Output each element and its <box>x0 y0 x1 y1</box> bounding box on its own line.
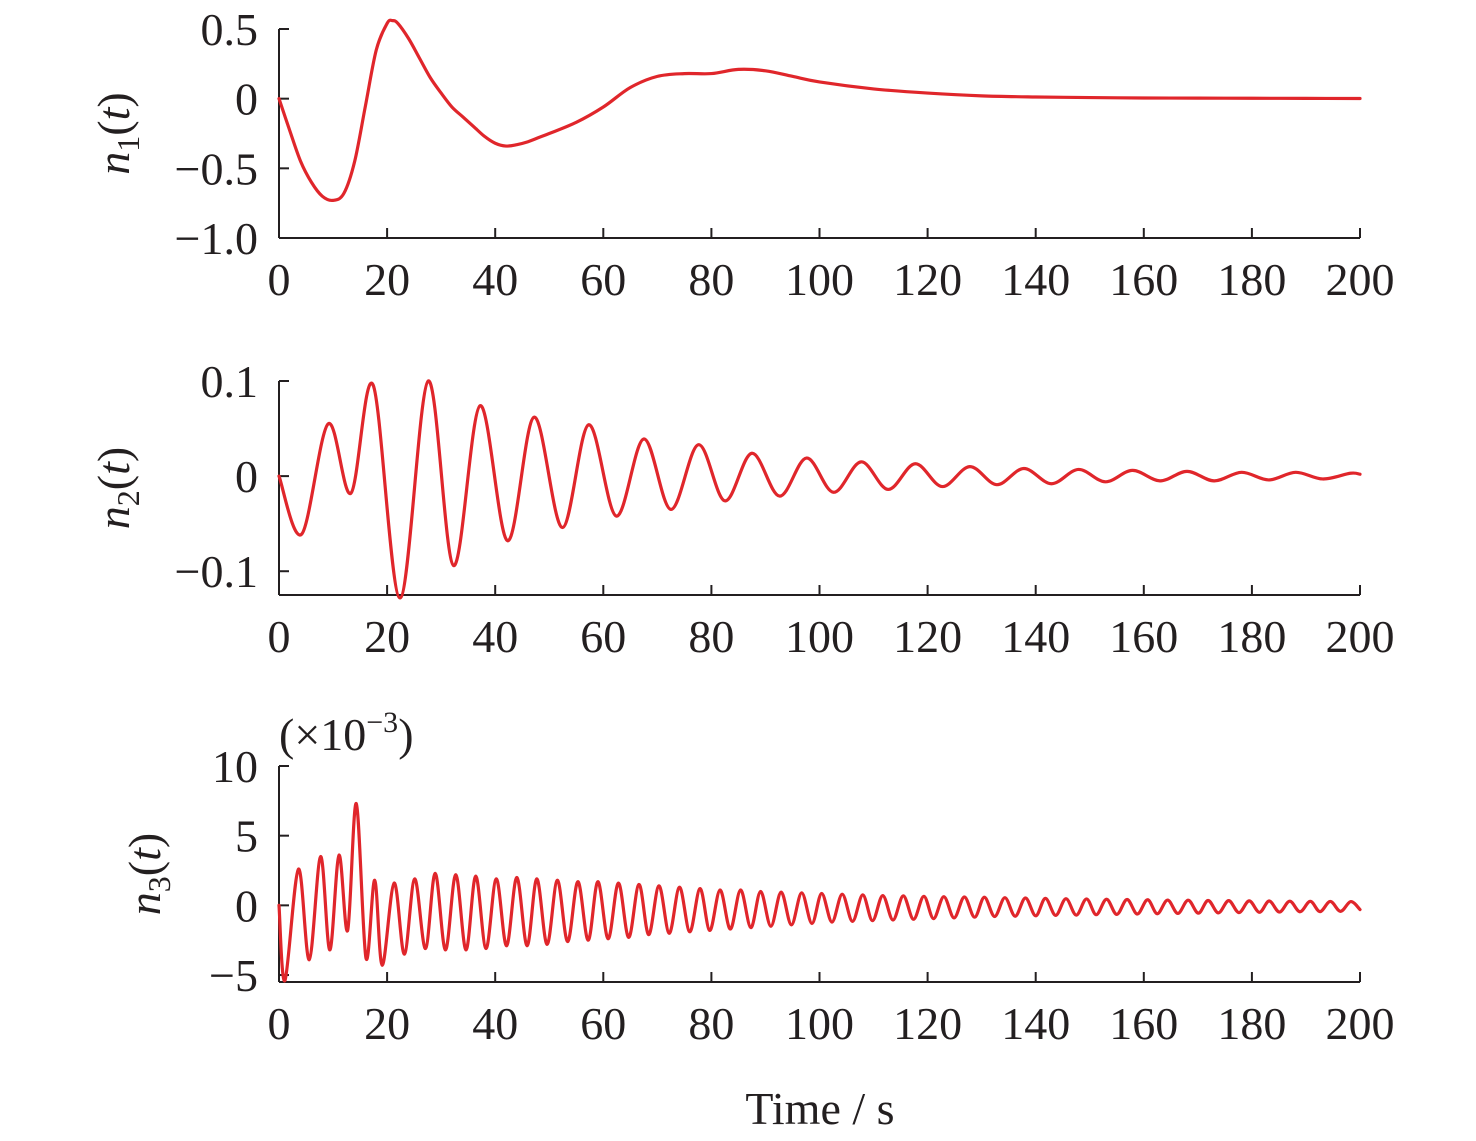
series-line-2 <box>277 379 1362 600</box>
x-tick-label: 140 <box>1001 611 1070 662</box>
y-axis-title-argument: t <box>119 847 170 861</box>
y-axis-title-variable: n <box>88 152 139 175</box>
y-tick-label: −5 <box>209 950 258 1001</box>
x-tick-label: 180 <box>1217 611 1286 662</box>
y-tick-label: 0 <box>235 74 258 125</box>
x-tick-label: 60 <box>580 254 626 305</box>
x-tick-label: 120 <box>893 254 962 305</box>
x-tick-label: 200 <box>1326 611 1395 662</box>
x-tick-label: 120 <box>893 998 962 1049</box>
x-tick-label: 180 <box>1217 254 1286 305</box>
y-scale-factor: (×10−3) <box>279 706 414 760</box>
y-tick-label: −0.1 <box>175 546 258 597</box>
y-axis-title: n1(t) <box>88 92 146 174</box>
y-axis-title-paren-close: ) <box>88 92 139 107</box>
y-axis-title-variable: n <box>88 506 139 529</box>
y-axis-title-paren-open: ( <box>88 475 139 490</box>
x-tick-label: 60 <box>580 611 626 662</box>
y-axis-title-paren-close: ) <box>88 447 139 462</box>
y-scale-factor-close: ) <box>398 709 413 760</box>
y-axis-title-subscript: 3 <box>141 876 177 892</box>
x-tick-label: 20 <box>364 254 410 305</box>
x-tick-label: 100 <box>785 254 854 305</box>
x-tick-label: 180 <box>1217 998 1286 1049</box>
y-axis-title-argument: t <box>88 461 139 475</box>
y-tick-label: 0 <box>235 880 258 931</box>
x-tick-label: 40 <box>472 611 518 662</box>
x-tick-label: 200 <box>1326 998 1395 1049</box>
y-tick-label: 0.5 <box>201 4 259 55</box>
y-axis-title-paren-open: ( <box>119 861 170 876</box>
x-tick-label: 100 <box>785 611 854 662</box>
y-tick-label: −0.5 <box>175 143 258 194</box>
x-tick-label: 140 <box>1001 254 1070 305</box>
x-tick-label: 160 <box>1109 254 1178 305</box>
x-tick-label: 200 <box>1326 254 1395 305</box>
x-tick-label: 0 <box>268 998 291 1049</box>
series-line-1 <box>277 18 1362 203</box>
y-axis-title-paren-open: ( <box>88 120 139 135</box>
x-tick-label: 60 <box>580 998 626 1049</box>
subplot-2: 0 20 40 60 80 100 120 140 160 180 200−0.100.1n2(t) <box>88 356 1395 662</box>
subplot-1: 0 20 40 60 80 100 120 140 160 180 200 −1.0 −0.5 0 0.5 n… <box>88 4 1395 305</box>
x-axis-title: Time / s <box>745 1083 894 1134</box>
y-scale-factor-base: (×10 <box>279 709 366 760</box>
x-tick-label: 20 <box>364 998 410 1049</box>
y-axis-title: n3(t) <box>119 833 177 915</box>
x-tick-label: 80 <box>688 254 734 305</box>
series-line-3 <box>277 802 1362 983</box>
x-tick-label: 0 <box>268 254 291 305</box>
y-axis-title-paren-close: ) <box>119 833 170 848</box>
x-tick-label: 160 <box>1109 998 1178 1049</box>
x-tick-label: 40 <box>472 998 518 1049</box>
y-axis-title: n2(t) <box>88 447 146 529</box>
x-tick-label: 100 <box>785 998 854 1049</box>
y-axis-title-variable: n <box>119 892 170 915</box>
y-axis-title-argument: t <box>88 106 139 120</box>
x-tick-label: 80 <box>688 998 734 1049</box>
x-tick-label: 80 <box>688 611 734 662</box>
y-axis-title-subscript: 2 <box>110 490 146 506</box>
y-tick-label: 10 <box>212 741 258 792</box>
y-axis-title-subscript: 1 <box>110 136 146 152</box>
y-scale-factor-exponent: −3 <box>366 706 398 739</box>
x-tick-label: 20 <box>364 611 410 662</box>
y-tick-label: 0.1 <box>201 356 259 407</box>
y-tick-label: 0 <box>235 451 258 502</box>
x-tick-label: 140 <box>1001 998 1070 1049</box>
x-tick-label: 40 <box>472 254 518 305</box>
y-tick-label: −1.0 <box>175 213 258 264</box>
x-tick-label: 160 <box>1109 611 1178 662</box>
y-tick-label: 5 <box>235 811 258 862</box>
subplot-3: 0 20 40 60 80 100 120 140 160 180 200−50510n3(t)(×… <box>119 706 1395 1134</box>
x-tick-label: 120 <box>893 611 962 662</box>
x-tick-label: 0 <box>268 611 291 662</box>
